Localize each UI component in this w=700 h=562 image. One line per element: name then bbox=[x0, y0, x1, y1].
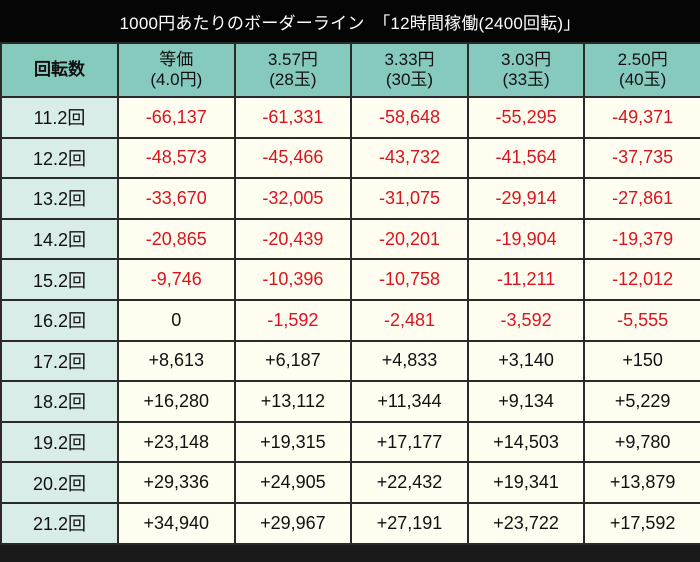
table-row: 18.2回 +16,280 +13,112 +11,344 +9,134 +5,229 bbox=[0, 380, 700, 423]
header-rate-357yen: 3.57円 (28玉) bbox=[233, 42, 353, 98]
value-cell: -3,592 bbox=[466, 298, 586, 342]
table-row: 17.2回 +8,613 +6,187 +4,833 +3,140 +150 bbox=[0, 339, 700, 383]
value-cell: +6,187 bbox=[233, 339, 353, 383]
spin-count-cell: 12.2回 bbox=[0, 136, 119, 180]
value-cell: -9,746 bbox=[117, 258, 236, 301]
value-cell: -2,481 bbox=[350, 298, 469, 342]
table-row: 16.2回 0 -1,592 -2,481 -3,592 -5,555 bbox=[0, 298, 700, 342]
value-cell: -29,914 bbox=[466, 177, 586, 220]
value-cell: +17,177 bbox=[350, 420, 469, 464]
value-cell: +3,140 bbox=[466, 339, 586, 383]
value-cell: +150 bbox=[583, 339, 700, 383]
value-cell: -10,758 bbox=[350, 258, 469, 301]
value-cell: -31,075 bbox=[350, 177, 469, 220]
value-cell: +9,780 bbox=[583, 420, 700, 464]
value-cell: +5,229 bbox=[583, 380, 700, 423]
value-cell: +27,191 bbox=[350, 501, 469, 545]
table-row: 20.2回 +29,336 +24,905 +22,432 +19,341 +13,879 bbox=[0, 461, 700, 504]
table-row: 19.2回 +23,148 +19,315 +17,177 +14,503 +9,780 bbox=[0, 420, 700, 464]
value-cell: +34,940 bbox=[117, 501, 236, 545]
value-cell: +23,722 bbox=[466, 501, 586, 545]
value-cell: -55,295 bbox=[466, 96, 586, 139]
border-line-table: 回転数 等価 (4.0円) 3.57円 (28玉) 3.33円 (30玉) 3.03円… bbox=[0, 42, 700, 545]
value-cell: -58,648 bbox=[350, 96, 469, 139]
value-cell: -11,211 bbox=[466, 258, 586, 301]
value-cell: +16,280 bbox=[117, 380, 236, 423]
table-title: 1000円あたりのボーダーライン 「12時間稼働(2400回転)」 bbox=[0, 0, 700, 42]
value-cell: -1,592 bbox=[233, 298, 353, 342]
spin-count-cell: 19.2回 bbox=[0, 420, 119, 464]
value-cell: -43,732 bbox=[350, 136, 469, 180]
value-cell: +17,592 bbox=[583, 501, 700, 545]
value-cell: +23,148 bbox=[117, 420, 236, 464]
value-cell: -49,371 bbox=[583, 96, 700, 139]
value-cell: -33,670 bbox=[117, 177, 236, 220]
table-row: 21.2回 +34,940 +29,967 +27,191 +23,722 +17,592 bbox=[0, 501, 700, 545]
value-cell: +4,833 bbox=[350, 339, 469, 383]
table-row: 13.2回 -33,670 -32,005 -31,075 -29,914 -27,861 bbox=[0, 177, 700, 220]
table-row: 11.2回 -66,137 -61,331 -58,648 -55,295 -49,371 bbox=[0, 96, 700, 139]
value-cell: +9,134 bbox=[466, 380, 586, 423]
value-cell: -66,137 bbox=[117, 96, 236, 139]
value-cell: -20,865 bbox=[117, 217, 236, 261]
spin-count-cell: 16.2回 bbox=[0, 298, 119, 342]
value-cell: -10,396 bbox=[233, 258, 353, 301]
value-cell: +24,905 bbox=[233, 461, 353, 504]
spin-count-cell: 11.2回 bbox=[0, 96, 119, 139]
value-cell: +13,879 bbox=[583, 461, 700, 504]
value-cell: +29,336 bbox=[117, 461, 236, 504]
value-cell: +8,613 bbox=[117, 339, 236, 383]
value-cell: -32,005 bbox=[233, 177, 353, 220]
header-rate-250yen: 2.50円 (40玉) bbox=[583, 42, 700, 98]
table-row: 15.2回 -9,746 -10,396 -10,758 -11,211 -12,012 bbox=[0, 258, 700, 301]
header-rate-303yen: 3.03円 (33玉) bbox=[466, 42, 586, 98]
value-cell: -20,201 bbox=[350, 217, 469, 261]
table-row: 12.2回 -48,573 -45,466 -43,732 -41,564 -37,735 bbox=[0, 136, 700, 180]
value-cell: +22,432 bbox=[350, 461, 469, 504]
value-cell: -19,904 bbox=[466, 217, 586, 261]
value-cell: +13,112 bbox=[233, 380, 353, 423]
value-cell: +29,967 bbox=[233, 501, 353, 545]
value-cell: +19,315 bbox=[233, 420, 353, 464]
value-cell: -41,564 bbox=[466, 136, 586, 180]
spin-count-cell: 17.2回 bbox=[0, 339, 119, 383]
header-row: 回転数 等価 (4.0円) 3.57円 (28玉) 3.33円 (30玉) 3.03円… bbox=[0, 42, 700, 98]
header-rate-333yen: 3.33円 (30玉) bbox=[350, 42, 469, 98]
header-rate-4yen: 等価 (4.0円) bbox=[117, 42, 236, 98]
value-cell: -45,466 bbox=[233, 136, 353, 180]
value-cell: -5,555 bbox=[583, 298, 700, 342]
value-cell: 0 bbox=[117, 298, 236, 342]
spin-count-cell: 21.2回 bbox=[0, 501, 119, 545]
spin-count-cell: 14.2回 bbox=[0, 217, 119, 261]
value-cell: -19,379 bbox=[583, 217, 700, 261]
value-cell: +14,503 bbox=[466, 420, 586, 464]
value-cell: -61,331 bbox=[233, 96, 353, 139]
spin-count-cell: 15.2回 bbox=[0, 258, 119, 301]
spin-count-cell: 20.2回 bbox=[0, 461, 119, 504]
value-cell: -37,735 bbox=[583, 136, 700, 180]
spin-count-cell: 18.2回 bbox=[0, 380, 119, 423]
value-cell: -12,012 bbox=[583, 258, 700, 301]
header-spin-count: 回転数 bbox=[0, 42, 119, 98]
value-cell: +19,341 bbox=[466, 461, 586, 504]
value-cell: -27,861 bbox=[583, 177, 700, 220]
value-cell: +11,344 bbox=[350, 380, 469, 423]
table-row: 14.2回 -20,865 -20,439 -20,201 -19,904 -19,379 bbox=[0, 217, 700, 261]
value-cell: -48,573 bbox=[117, 136, 236, 180]
value-cell: -20,439 bbox=[233, 217, 353, 261]
spin-count-cell: 13.2回 bbox=[0, 177, 119, 220]
